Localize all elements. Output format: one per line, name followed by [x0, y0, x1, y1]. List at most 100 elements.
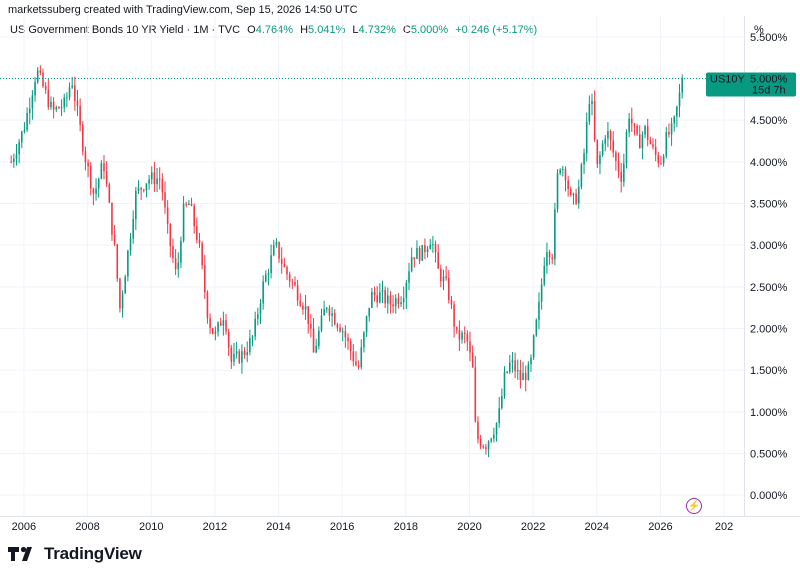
candle-body: [471, 352, 474, 368]
candle-body: [156, 178, 158, 185]
candle-body: [394, 298, 397, 307]
candle-body: [137, 187, 140, 191]
candle-body: [193, 205, 195, 226]
chart-byline: marketssuberg created with TradingView.c…: [8, 4, 358, 16]
candle-body: [623, 163, 625, 182]
candle-body: [657, 154, 660, 164]
candle-body: [219, 322, 222, 326]
candle-body: [203, 265, 206, 293]
candle-body: [153, 172, 156, 185]
price-tag-box: [706, 72, 796, 97]
candle-body: [198, 239, 201, 244]
candle-body: [291, 281, 294, 283]
candle-body: [495, 423, 498, 435]
candle-body: [95, 188, 97, 194]
candle-body: [662, 156, 665, 164]
candle-body: [437, 252, 439, 269]
candle-body: [310, 323, 312, 329]
candle-body: [142, 189, 145, 191]
candle-body: [660, 163, 662, 165]
candle-body: [278, 242, 280, 259]
tradingview-logo-icon: [8, 546, 32, 561]
x-tick-label: 2018: [394, 521, 418, 533]
candle-body: [413, 257, 416, 259]
candle-body: [599, 155, 601, 165]
candle-body: [336, 324, 339, 328]
candle-body: [63, 97, 66, 108]
candle-body: [461, 332, 463, 340]
close-label: C: [402, 24, 411, 36]
candle-body: [376, 295, 378, 303]
candle-body: [633, 123, 636, 126]
candle-body: [524, 373, 527, 380]
candle-body: [105, 171, 108, 185]
candle-body: [347, 337, 349, 342]
candle-body: [511, 360, 514, 363]
candle-body: [169, 223, 172, 247]
candle-body: [312, 328, 315, 353]
candle-body: [363, 332, 365, 348]
candle-body: [103, 163, 105, 172]
candle-body: [44, 86, 47, 90]
candle-body: [585, 121, 588, 154]
candle-body: [546, 252, 548, 266]
x-axis-border: [0, 516, 800, 517]
candle-body: [455, 326, 458, 331]
candle-body: [206, 292, 209, 319]
candle-body: [646, 126, 649, 140]
candle-body: [161, 179, 164, 193]
candle-body: [416, 247, 418, 259]
candle-body: [42, 72, 44, 87]
candle-body: [530, 357, 532, 365]
candle-body: [28, 108, 31, 114]
candle-body: [333, 313, 336, 325]
candle-body: [288, 274, 291, 282]
candle-body: [368, 307, 371, 317]
candle-body: [548, 252, 551, 258]
candle-body: [352, 351, 355, 362]
candle-body: [174, 258, 177, 270]
candle-body: [71, 85, 73, 88]
candle-body: [551, 257, 554, 260]
candle-body: [670, 123, 673, 135]
candle-body: [74, 85, 76, 101]
x-tick-label: 2010: [139, 521, 163, 533]
candle-body: [516, 370, 519, 372]
candle-body: [620, 171, 622, 182]
candle-body: [286, 267, 288, 275]
y-tick-label: 3.500%: [750, 199, 788, 211]
candle-body: [469, 341, 471, 353]
candle-body: [625, 132, 628, 164]
candle-body: [638, 134, 641, 149]
candle-body: [389, 295, 392, 305]
candle-body: [217, 322, 219, 332]
lightning-icon[interactable]: ⚡: [686, 498, 702, 514]
candle-body: [299, 300, 302, 306]
candle-body: [254, 318, 256, 337]
candle-body: [426, 249, 429, 253]
candle-body: [514, 360, 516, 372]
candle-body: [270, 255, 272, 274]
candle-body: [577, 187, 580, 204]
candle-body: [47, 89, 50, 108]
candle-body: [344, 331, 347, 338]
candle-body: [97, 178, 100, 189]
y-tick-label: 4.000%: [750, 157, 788, 169]
candle-body: [434, 244, 437, 253]
candle-body: [307, 306, 310, 324]
candle-body: [458, 330, 461, 340]
y-tick-label: 1.500%: [750, 365, 788, 377]
candle-body: [440, 268, 442, 282]
candle-body: [397, 298, 400, 305]
open-label: O: [247, 24, 256, 36]
candle-body: [371, 291, 373, 308]
candle-body: [628, 118, 630, 133]
y-tick-label: 0.000%: [750, 490, 788, 502]
candle-body: [241, 351, 243, 363]
candle-body: [400, 302, 402, 305]
candle-body: [649, 139, 652, 144]
x-tick-label: 2016: [330, 521, 354, 533]
candle-body: [503, 372, 506, 396]
candle-body: [302, 305, 304, 310]
